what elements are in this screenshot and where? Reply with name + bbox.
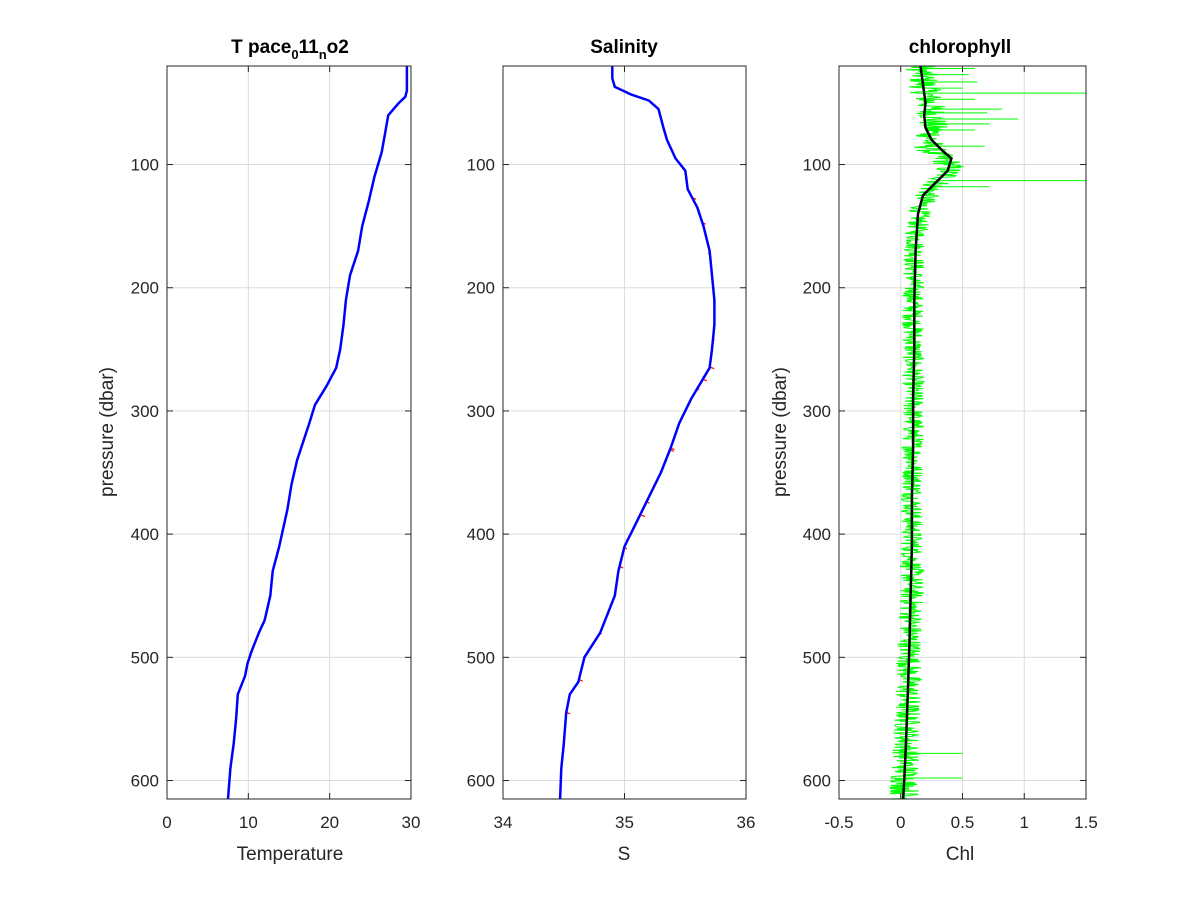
y-tick-label: 100 [803, 156, 831, 175]
temperature-line [226, 66, 409, 800]
y-tick-label: 500 [803, 648, 831, 667]
x-tick-label: 0.5 [951, 813, 975, 832]
x-tick-label: 1 [1020, 813, 1029, 832]
chl-smoothed-line [901, 65, 953, 800]
x-tick-label: -0.5 [824, 813, 853, 832]
y-tick-label: 100 [131, 156, 159, 175]
y-tick-label: 200 [803, 279, 831, 298]
salinity-panel: Salinity S 34 35 36 100 200 300 400 500 600 [467, 37, 756, 865]
x-tick-label: 0 [896, 813, 905, 832]
x-axis-label-chl: Chl [946, 844, 975, 865]
chlorophyll-panel: chlorophyll Chl pressure (dbar) -0.5 0 0.5… [770, 37, 1098, 865]
x-tick-label: 1.5 [1074, 813, 1098, 832]
y-tick-label: 600 [131, 772, 159, 791]
x-tick-label: 10 [239, 813, 258, 832]
y-tick-label: 400 [467, 525, 495, 544]
y-tick-label: 300 [803, 402, 831, 421]
y-tick-label: 600 [803, 772, 831, 791]
x-tick-label: 20 [320, 813, 339, 832]
x-axis-label-salinity: S [618, 844, 631, 865]
x-tick-label: 34 [494, 813, 513, 832]
y-tick-label: 300 [131, 402, 159, 421]
y-axis-label-pressure-left: pressure (dbar) [97, 367, 118, 497]
y-tick-label: 400 [803, 525, 831, 544]
x-tick-label: 35 [615, 813, 634, 832]
x-tick-label: 30 [402, 813, 421, 832]
y-tick-label: 400 [131, 525, 159, 544]
temperature-panel: T pace011no2 Temperature pressure (dbar)… [97, 37, 420, 865]
x-axis-label-temperature: Temperature [237, 844, 344, 865]
y-tick-label: 300 [467, 402, 495, 421]
panel-title-salinity: Salinity [590, 37, 658, 58]
axes-frame [166, 65, 412, 800]
x-tick-label: 36 [737, 813, 756, 832]
x-tick-label: 0 [162, 813, 171, 832]
y-tick-label: 500 [467, 648, 495, 667]
y-tick-label: 200 [467, 279, 495, 298]
y-axis-label-pressure-right: pressure (dbar) [770, 367, 791, 497]
salinity-line [558, 66, 716, 800]
y-tick-label: 600 [467, 772, 495, 791]
y-tick-label: 200 [131, 279, 159, 298]
panel-title-temperature: T pace011no2 [231, 37, 349, 62]
y-tick-label: 100 [467, 156, 495, 175]
y-tick-label: 500 [131, 648, 159, 667]
panel-title-chlorophyll: chlorophyll [909, 37, 1011, 58]
